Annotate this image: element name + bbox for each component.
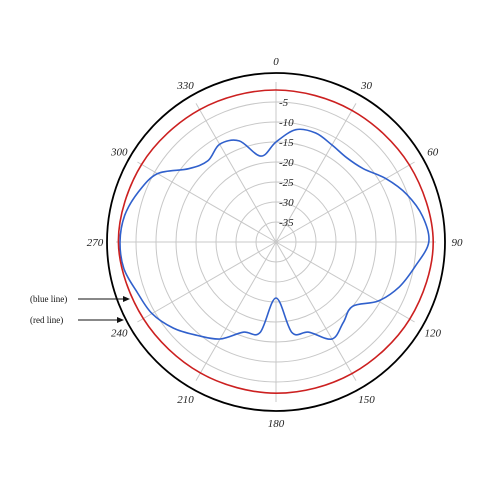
angle-tick-label: 60 — [427, 147, 439, 159]
grid-spoke — [137, 161, 277, 243]
grid-spoke — [275, 103, 357, 243]
radial-tick-label: -25 — [279, 177, 294, 189]
angle-tick-label: 240 — [111, 328, 128, 340]
radial-tick-label: -10 — [279, 117, 294, 129]
grid-spoke — [275, 241, 357, 381]
angle-tick-label: 180 — [268, 418, 285, 430]
grid-spoke — [275, 241, 415, 323]
grid-spoke — [137, 241, 277, 323]
grid-spoke — [195, 241, 277, 381]
series-line-blue — [119, 128, 430, 341]
angle-tick-label: 120 — [425, 328, 442, 340]
series-layer — [117, 89, 435, 395]
grid-spoke — [275, 161, 415, 243]
angle-tick-label: 90 — [452, 237, 464, 249]
annotation-arrow — [78, 296, 130, 302]
radial-tick-label: -5 — [279, 97, 289, 109]
grid-spoke — [195, 103, 277, 243]
radial-tick-label: -20 — [279, 157, 294, 169]
angle-tick-label: 330 — [176, 80, 194, 92]
angle-tick-label: 210 — [177, 394, 194, 406]
red-line-annotation: (red line) — [30, 315, 63, 325]
radial-tick-label: -30 — [279, 197, 294, 209]
angle-tick-label: 30 — [360, 80, 373, 92]
angle-tick-label: 270 — [87, 237, 104, 249]
series-line-red — [117, 89, 435, 395]
polar-grid — [106, 72, 446, 412]
outer-circle — [106, 72, 446, 412]
blue-line-annotation: (blue line) — [30, 294, 67, 304]
annotations-layer: (blue line) (red line) — [30, 294, 130, 325]
radial-tick-label: -35 — [279, 217, 294, 229]
radial-tick-label: -15 — [279, 137, 294, 149]
labels-layer: -5 -10 -15 -20 -25 -30 -35 0 30 60 90 120 150 180 210 2… — [87, 56, 463, 430]
angle-tick-label: 300 — [110, 147, 128, 159]
angle-tick-label: 150 — [358, 394, 375, 406]
annotation-arrow — [78, 317, 124, 323]
angle-tick-label: 0 — [273, 56, 279, 68]
